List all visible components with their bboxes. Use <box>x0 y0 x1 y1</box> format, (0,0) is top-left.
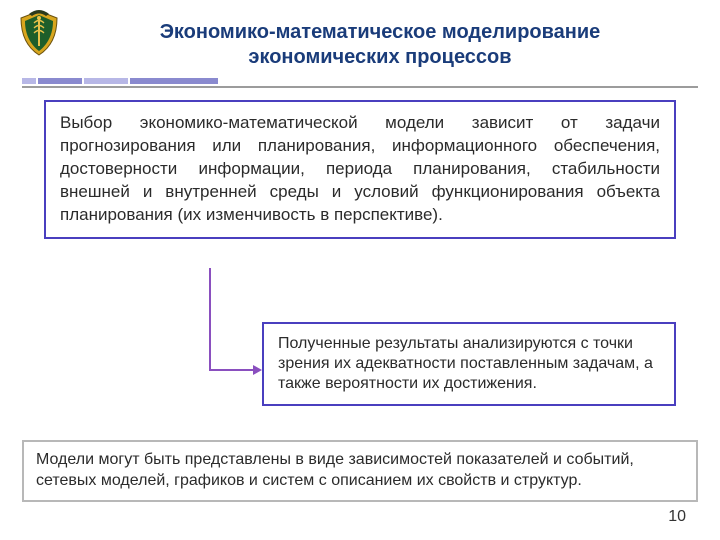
text-box-results-text: Полученные результаты анализируются с то… <box>278 335 653 392</box>
rule-segment <box>22 78 36 84</box>
page-title: Экономико-математическое моделирование э… <box>100 20 660 70</box>
rule-segment <box>130 78 218 84</box>
emblem-logo <box>14 8 64 58</box>
decorative-rule <box>22 78 698 92</box>
rule-line <box>22 86 698 88</box>
text-box-results: Полученные результаты анализируются с то… <box>262 322 676 406</box>
text-box-models-text: Модели могут быть представлены в виде за… <box>36 451 634 489</box>
text-box-models: Модели могут быть представлены в виде за… <box>22 440 698 502</box>
text-box-main-text: Выбор экономико-математической модели за… <box>60 113 660 224</box>
rule-segment <box>38 78 82 84</box>
page-number: 10 <box>668 508 686 526</box>
rule-segment <box>84 78 128 84</box>
text-box-main: Выбор экономико-математической модели за… <box>44 100 676 239</box>
